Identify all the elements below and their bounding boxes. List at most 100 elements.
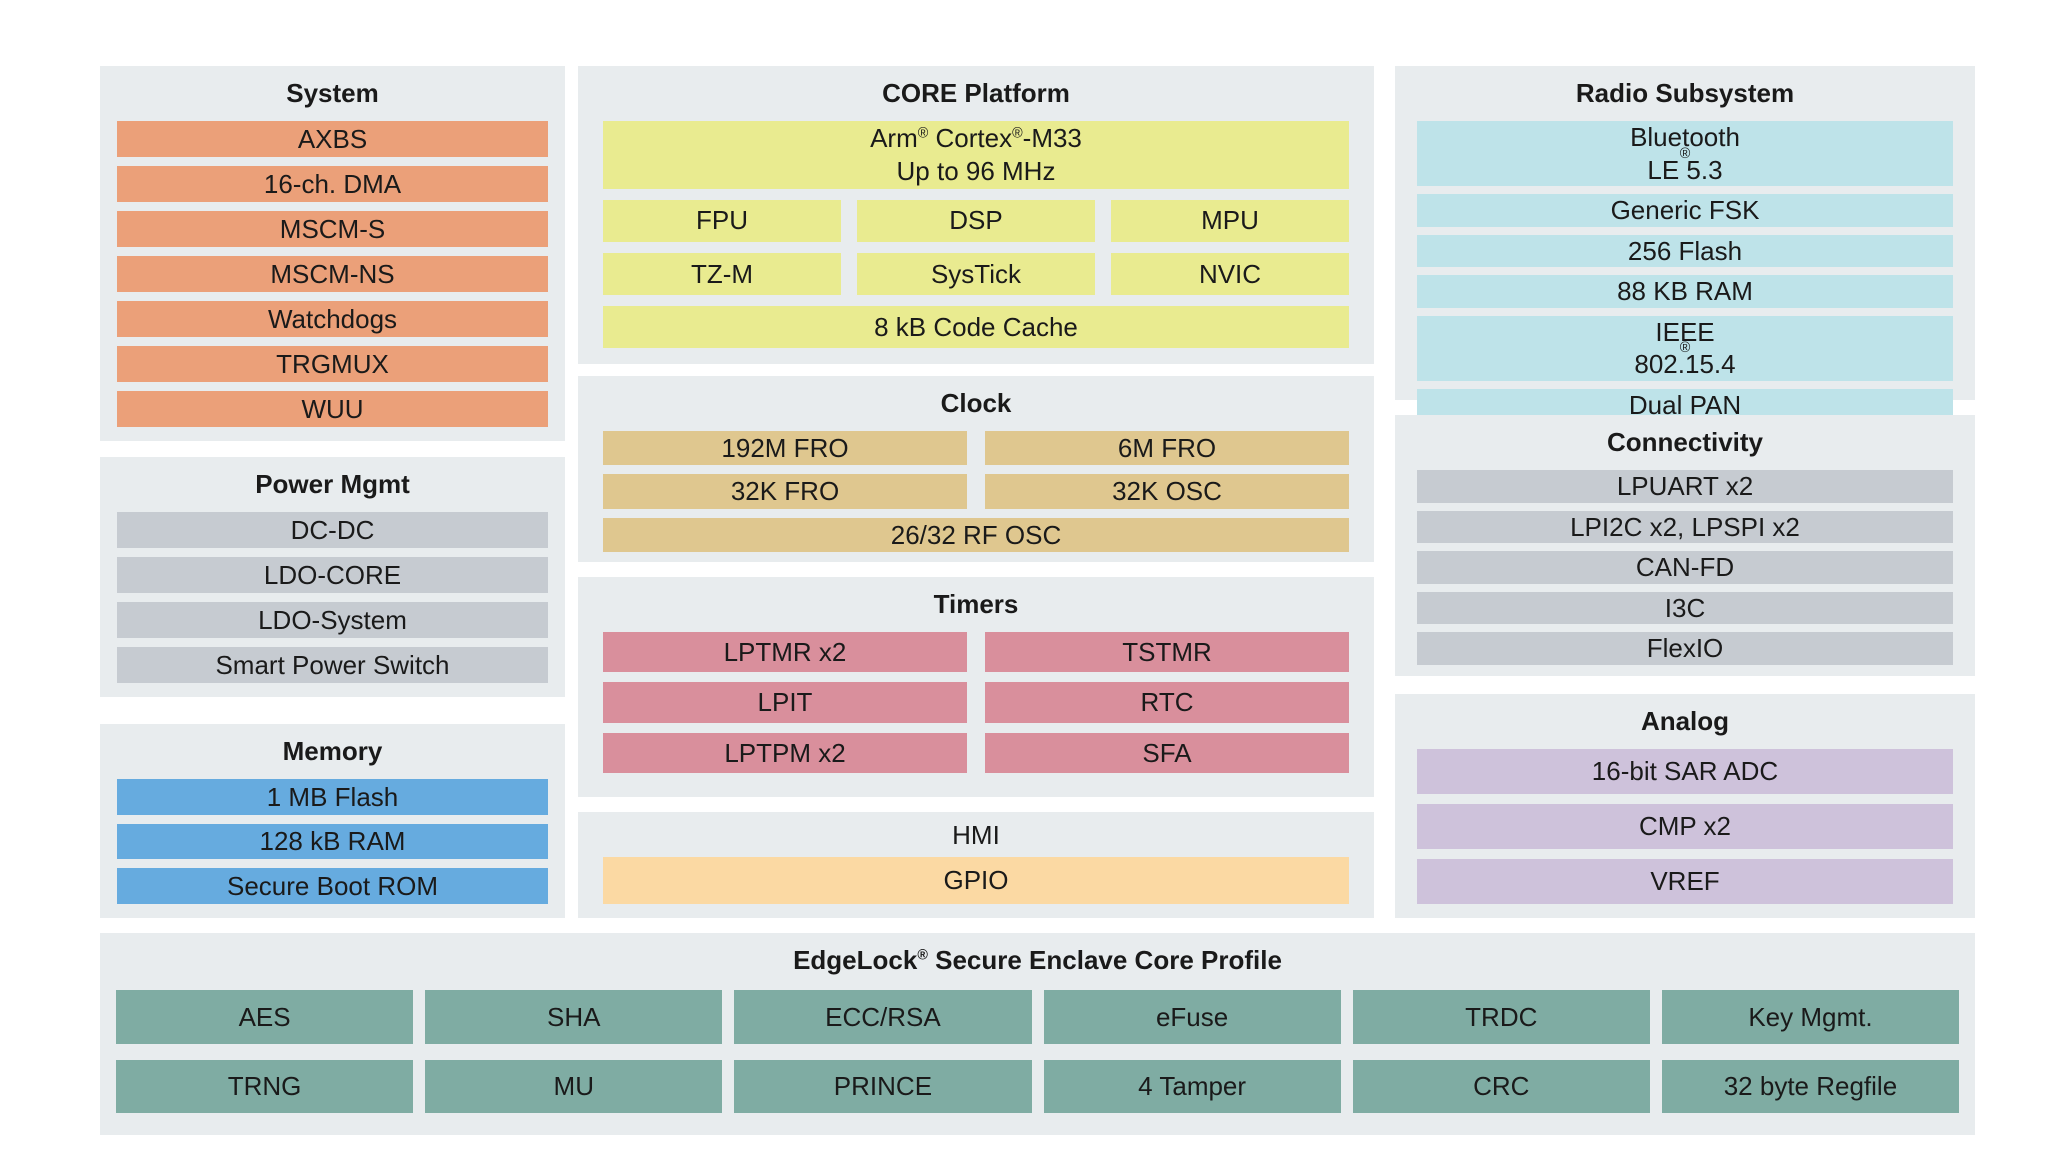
timers-block-rtc: RTC [985,682,1349,723]
core-block-systick: SysTick [857,252,1095,295]
clock-block-32k-osc: 32K OSC [985,474,1349,509]
memory-blocks: 1 MB Flash 128 kB RAM Secure Boot ROM [100,777,565,918]
panel-title-edgelock: EdgeLock® Secure Enclave Core Profile [793,945,1282,975]
clock-row-2: 32K FRO 32K OSC [603,474,1349,509]
edgelock-row-2: TRNG MU PRINCE 4 Tamper CRC 32 byte Regf… [116,1059,1960,1113]
power-block-3: LDO-System [117,602,548,639]
panel-memory: Memory 1 MB Flash 128 kB RAM Secure Boot… [100,724,565,918]
clock-block-6m-fro: 6M FRO [985,431,1349,466]
edgelock-row-1: AES SHA ECC/RSA eFuse TRDC Key Mgmt. [116,990,1960,1044]
radio-blocks: Bluetooth ® LE 5.3 Generic FSK 256 Flash … [1395,119,1975,433]
core-cpu-line1: Arm® Cortex®-M33 [870,123,1082,154]
edgelock-block-regfile: 32 byte Regfile [1661,1059,1960,1113]
panel-title-system: System [286,78,379,108]
panel-power-mgmt: Power Mgmt DC-DC LDO-CORE LDO-System Sma… [100,457,565,697]
core-row-2: TZ-M SysTick NVIC [603,252,1349,295]
system-block-4: MSCM-NS [117,256,548,293]
core-block-tzm: TZ-M [603,252,841,295]
edgelock-block-aes: AES [116,990,414,1044]
system-blocks: AXBS 16-ch. DMA MSCM-S MSCM-NS Watchdogs… [100,119,565,441]
edgelock-block-efuse: eFuse [1043,990,1341,1044]
connectivity-block-1: LPUART x2 [1417,470,1953,503]
radio-block-2: Generic FSK [1417,194,1953,227]
analog-block-3: VREF [1417,859,1953,904]
analog-blocks: 16-bit SAR ADC CMP x2 VREF [1395,747,1975,918]
timers-block-tstmr: TSTMR [985,632,1349,673]
edgelock-block-trdc: TRDC [1352,990,1650,1044]
timers-block-sfa: SFA [985,732,1349,773]
panel-title-analog: Analog [1640,706,1730,736]
system-block-5: Watchdogs [117,301,548,338]
edgelock-block-prince: PRINCE [734,1059,1032,1113]
power-block-4: Smart Power Switch [117,647,548,683]
core-block-dsp: DSP [857,199,1095,242]
power-block-2: LDO-CORE [117,557,548,594]
system-block-6: TRGMUX [117,346,548,382]
panel-title-clock: Clock [940,388,1012,418]
system-block-2: 16-ch. DMA [117,166,548,203]
timers-row-3: LPTPM x2 SFA [603,732,1349,773]
clock-row-1: 192M FRO 6M FRO [603,431,1349,466]
edgelock-block-trng: TRNG [116,1059,414,1113]
hmi-blocks: GPIO [578,857,1374,918]
timers-row-1: LPTMR x2 TSTMR [603,632,1349,673]
power-block-1: DC-DC [117,512,548,549]
clock-block-rf-osc: 26/32 RF OSC [603,517,1349,552]
connectivity-block-5: FlexIO [1417,632,1953,665]
memory-block-3: Secure Boot ROM [117,868,548,905]
core-platform-blocks: Arm® Cortex®-M33 Up to 96 MHz FPU DSP MP… [578,119,1374,364]
edgelock-block-mu: MU [425,1059,723,1113]
panel-edgelock: EdgeLock® Secure Enclave Core Profile AE… [100,933,1975,1135]
radio-block-5: IEEE ® 802.15.4 [1417,315,1953,381]
edgelock-block-ecc-rsa: ECC/RSA [734,990,1032,1044]
panel-analog: Analog 16-bit SAR ADC CMP x2 VREF [1395,694,1975,918]
connectivity-block-2: LPI2C x2, LPSPI x2 [1417,510,1953,544]
timers-block-lptmr: LPTMR x2 [603,632,967,673]
radio-block-3: 256 Flash [1417,234,1953,268]
core-cpu-block: Arm® Cortex®-M33 Up to 96 MHz [603,121,1349,189]
edgelock-block-tamper: 4 Tamper [1043,1059,1341,1113]
core-block-fpu: FPU [603,199,841,242]
core-block-code-cache: 8 kB Code Cache [603,305,1349,349]
system-block-7: WUU [117,391,548,427]
panel-connectivity: Connectivity LPUART x2 LPI2C x2, LPSPI x… [1395,415,1975,676]
system-block-1: AXBS [117,121,548,158]
clock-blocks: 192M FRO 6M FRO 32K FRO 32K OSC 26/32 RF… [578,429,1374,562]
panel-title-core-platform: CORE Platform [882,78,1070,108]
edgelock-blocks: AES SHA ECC/RSA eFuse TRDC Key Mgmt. TRN… [100,986,1975,1135]
timers-block-lpit: LPIT [603,682,967,723]
edgelock-block-sha: SHA [425,990,723,1044]
panel-title-timers: Timers [933,589,1019,619]
connectivity-blocks: LPUART x2 LPI2C x2, LPSPI x2 CAN-FD I3C … [1395,468,1975,677]
panel-hmi: HMI GPIO [578,812,1374,918]
edgelock-block-key-mgmt: Key Mgmt. [1661,990,1960,1044]
clock-block-192m-fro: 192M FRO [603,431,967,466]
power-mgmt-blocks: DC-DC LDO-CORE LDO-System Smart Power Sw… [100,510,565,697]
connectivity-block-3: CAN-FD [1417,551,1953,584]
clock-block-32k-fro: 32K FRO [603,474,967,509]
core-row-1: FPU DSP MPU [603,199,1349,242]
timers-row-2: LPIT RTC [603,682,1349,723]
radio-block-4: 88 KB RAM [1417,275,1953,308]
memory-block-2: 128 kB RAM [117,823,548,860]
core-cpu-line2: Up to 96 MHz [896,155,1056,186]
panel-title-radio-subsystem: Radio Subsystem [1575,78,1795,108]
panel-timers: Timers LPTMR x2 TSTMR LPIT RTC LPTPM x2 … [578,577,1374,797]
analog-block-2: CMP x2 [1417,804,1953,850]
system-block-3: MSCM-S [117,211,548,248]
panel-clock: Clock 192M FRO 6M FRO 32K FRO 32K OSC 26… [578,376,1374,562]
panel-title-hmi: HMI [952,820,1000,850]
panel-core-platform: CORE Platform Arm® Cortex®-M33 Up to 96 … [578,66,1374,364]
panel-radio-subsystem: Radio Subsystem Bluetooth ® LE 5.3 Generi… [1395,66,1975,422]
core-block-mpu: MPU [1111,199,1349,242]
edgelock-block-crc: CRC [1352,1059,1650,1113]
connectivity-block-4: I3C [1417,591,1953,625]
timers-blocks: LPTMR x2 TSTMR LPIT RTC LPTPM x2 SFA [578,630,1374,797]
panel-title-memory: Memory [282,736,383,766]
radio-block-1: Bluetooth ® LE 5.3 [1417,121,1953,187]
timers-block-lptpm: LPTPM x2 [603,732,967,773]
memory-block-1: 1 MB Flash [117,779,548,815]
hmi-block-gpio: GPIO [603,857,1349,904]
analog-block-1: 16-bit SAR ADC [1417,749,1953,795]
